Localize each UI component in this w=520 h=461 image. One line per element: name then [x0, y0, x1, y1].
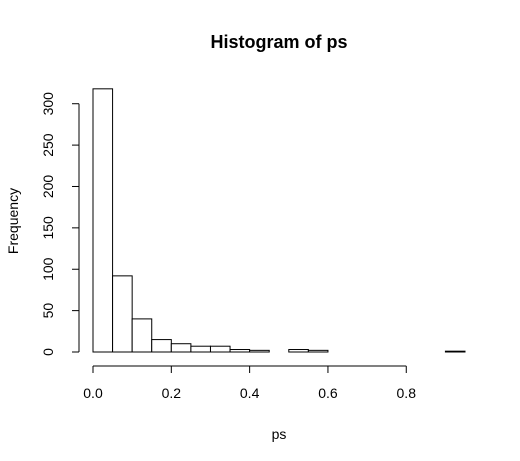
y-tick-label: 200: [40, 175, 56, 199]
y-tick-label: 50: [40, 303, 56, 319]
histogram-bar-6: [190, 345, 211, 353]
histogram-bar-1: [92, 88, 114, 353]
histogram-bars: [92, 88, 466, 353]
x-axis-label: ps: [272, 426, 287, 442]
y-tick-label: 250: [40, 133, 56, 157]
y-tick-label: 300: [40, 92, 56, 116]
y-axis: 0 50 100 150 200 250 300: [40, 92, 80, 356]
histogram-bar-3: [131, 318, 153, 353]
x-axis: 0.0 0.2 0.4 0.6 0.8: [83, 365, 417, 401]
y-tick-label: 150: [40, 216, 56, 240]
y-tick-label: 100: [40, 257, 56, 281]
histogram-bar-8: [229, 349, 251, 353]
histogram-bar-5: [170, 343, 192, 353]
histogram-bar-12: [307, 349, 329, 353]
histogram-bar-9: [249, 349, 270, 353]
x-tick-label: 0.8: [397, 385, 417, 401]
histogram-bar-4: [151, 339, 172, 353]
x-tick-label: 0.4: [240, 385, 260, 401]
histogram-bar-2: [112, 275, 133, 353]
histogram-bar-19: [444, 350, 466, 353]
histogram-bar-7: [209, 345, 231, 353]
x-tick-label: 0.2: [162, 385, 182, 401]
y-axis-label: Frequency: [5, 188, 21, 254]
histogram-bar-11: [288, 349, 309, 353]
x-tick-label: 0.6: [318, 385, 338, 401]
x-tick-label: 0.0: [83, 385, 103, 401]
y-tick-label: 0: [40, 348, 56, 356]
chart-title: Histogram of ps: [210, 32, 347, 52]
